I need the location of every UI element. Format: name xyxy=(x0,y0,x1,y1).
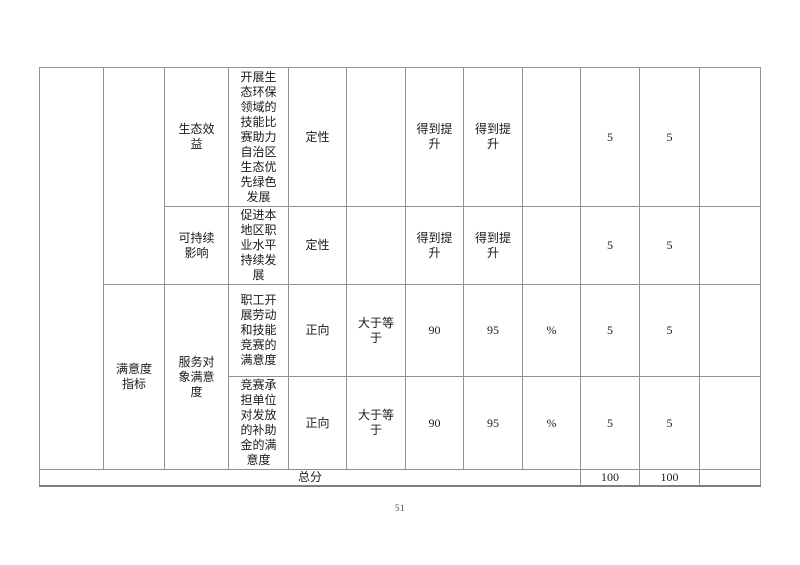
cell-worker-note xyxy=(699,284,761,377)
cell-worker-actual: 95 xyxy=(463,284,523,377)
cell-eco-benefit-label: 生态效益 xyxy=(164,67,229,207)
cell-sustain-weight: 5 xyxy=(580,206,640,285)
cell-sustain-note xyxy=(699,206,761,285)
cell-unit-type: 正向 xyxy=(288,376,347,470)
cell-sustain-label: 可持续影响 xyxy=(164,206,229,285)
cell-unit-actual: 95 xyxy=(463,376,523,470)
performance-indicator-table: 生态效益 开展生态环保领域的技能比赛助力自治区生态优先绿色发展 定性 得到提升 … xyxy=(39,67,761,487)
cell-eco-benefit-desc: 开展生态环保领域的技能比赛助力自治区生态优先绿色发展 xyxy=(228,67,289,207)
cell-worker-operator: 大于等于 xyxy=(346,284,406,377)
cell-unit-operator: 大于等于 xyxy=(346,376,406,470)
cell-worker-score: 5 xyxy=(639,284,700,377)
cell-unit-satisfaction-desc: 竞赛承担单位对发放的补助金的满意度 xyxy=(228,376,289,470)
table-row: 可持续影响 促进本地区职业水平持续发展 定性 得到提升 得到提升 5 5 xyxy=(40,206,761,285)
cell-total-note xyxy=(699,469,761,487)
cell-sustain-score: 5 xyxy=(639,206,700,285)
cell-unit-unit: % xyxy=(522,376,581,470)
cell-eco-operator xyxy=(346,67,406,207)
cell-satisfaction-category: 满意度指标 xyxy=(103,284,165,470)
cell-sustain-target: 得到提升 xyxy=(405,206,464,285)
cell-eco-unit xyxy=(522,67,581,207)
cell-eco-weight: 5 xyxy=(580,67,640,207)
cell-total-score: 100 xyxy=(639,469,700,487)
table-row: 竞赛承担单位对发放的补助金的满意度 正向 大于等于 90 95 % 5 5 xyxy=(40,376,761,470)
cell-total-weight: 100 xyxy=(580,469,640,487)
cell-sustain-unit xyxy=(522,206,581,285)
cell-category-blank xyxy=(103,67,165,285)
cell-unit-target: 90 xyxy=(405,376,464,470)
table-row: 满意度指标 服务对象满意度 职工开展劳动和技能竞赛的满意度 正向 大于等于 90… xyxy=(40,284,761,470)
cell-sustain-type: 定性 xyxy=(288,206,347,285)
cell-worker-unit: % xyxy=(522,284,581,377)
cell-eco-note xyxy=(699,67,761,207)
cell-worker-target: 90 xyxy=(405,284,464,377)
cell-eco-score: 5 xyxy=(639,67,700,207)
cell-eco-target: 得到提升 xyxy=(405,67,464,207)
cell-sustain-actual: 得到提升 xyxy=(463,206,523,285)
page-number: 51 xyxy=(395,503,405,513)
cell-unit-note xyxy=(699,376,761,470)
cell-unit-score: 5 xyxy=(639,376,700,470)
cell-sustain-operator xyxy=(346,206,406,285)
cell-eco-type: 定性 xyxy=(288,67,347,207)
cell-worker-weight: 5 xyxy=(580,284,640,377)
cell-sustain-desc: 促进本地区职业水平持续发展 xyxy=(228,206,289,285)
total-row: 总分 100 100 xyxy=(39,469,761,487)
cell-eco-actual: 得到提升 xyxy=(463,67,523,207)
cell-total-label: 总分 xyxy=(39,469,581,487)
cell-service-satisfaction: 服务对象满意度 xyxy=(164,284,229,470)
cell-worker-satisfaction-desc: 职工开展劳动和技能竞赛的满意度 xyxy=(228,284,289,377)
cell-worker-type: 正向 xyxy=(288,284,347,377)
cell-project-group-blank xyxy=(39,67,104,470)
table-row: 生态效益 开展生态环保领域的技能比赛助力自治区生态优先绿色发展 定性 得到提升 … xyxy=(39,67,761,470)
cell-unit-weight: 5 xyxy=(580,376,640,470)
